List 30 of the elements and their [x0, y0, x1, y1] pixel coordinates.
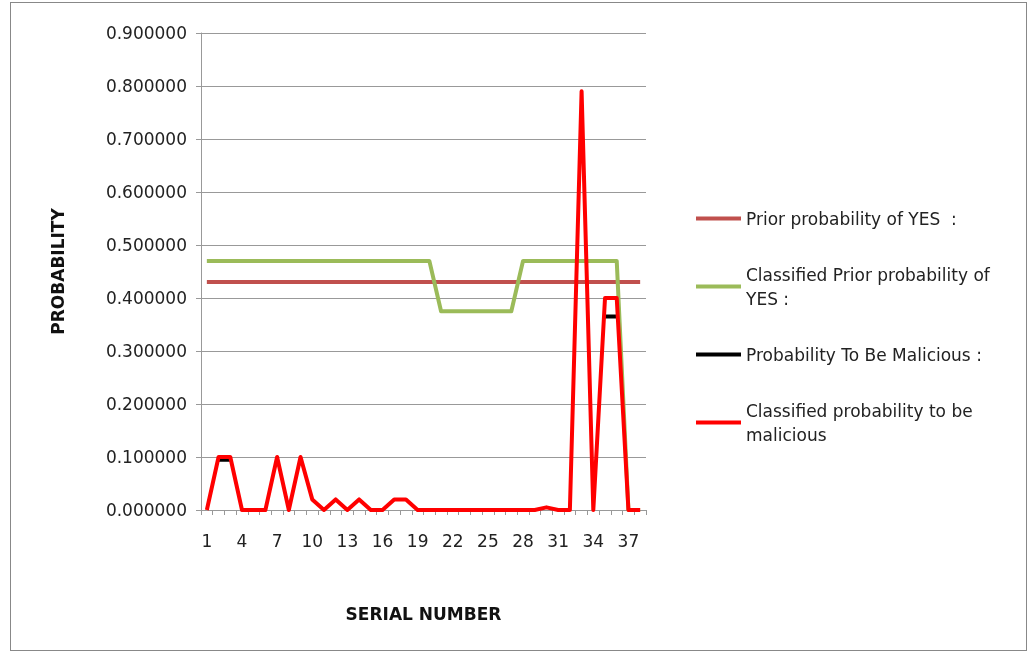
y-tick-label: 0.000000 [105, 500, 187, 520]
y-tick-label: 0.800000 [105, 76, 187, 96]
y-tick-label: 0.700000 [105, 129, 187, 149]
x-tick-label: 16 [371, 530, 394, 551]
x-tick-label: 22 [441, 530, 464, 551]
x-tick-label: 1 [201, 530, 213, 551]
x-tick-label: 31 [547, 530, 569, 551]
y-tick-label: 0.100000 [105, 447, 187, 467]
x-tick-label: 10 [301, 530, 324, 551]
x-tick-label: 37 [617, 530, 640, 551]
x-tick-label: 34 [582, 530, 605, 551]
y-tick-label: 0.500000 [105, 235, 187, 255]
y-tick-label: 0.300000 [105, 341, 187, 361]
legend-label: Classified probability to be malicious [746, 400, 979, 445]
y-axis-title: PROBABILITY [47, 207, 68, 335]
x-tick-label: 19 [406, 530, 429, 551]
y-tick-label: 0.600000 [105, 182, 187, 202]
line-series [204, 89, 643, 512]
x-tick-label: 28 [512, 530, 534, 551]
x-tick-label: 7 [271, 530, 283, 551]
legend-label: Probability To Be Malicious : [746, 344, 982, 365]
x-axis-title: SERIAL NUMBER [345, 603, 502, 624]
y-tick-label: 0.400000 [105, 288, 187, 308]
y-tick-label: 0.900000 [105, 23, 187, 43]
x-tick-label: 4 [236, 530, 248, 551]
y-tick-label: 0.200000 [105, 394, 187, 414]
legend-label: Prior probability of YES : [746, 208, 957, 229]
x-tick-label: 25 [477, 530, 499, 551]
legend-label: Classified Prior probability of YES : [745, 264, 996, 309]
x-tick-label: 13 [336, 530, 359, 551]
